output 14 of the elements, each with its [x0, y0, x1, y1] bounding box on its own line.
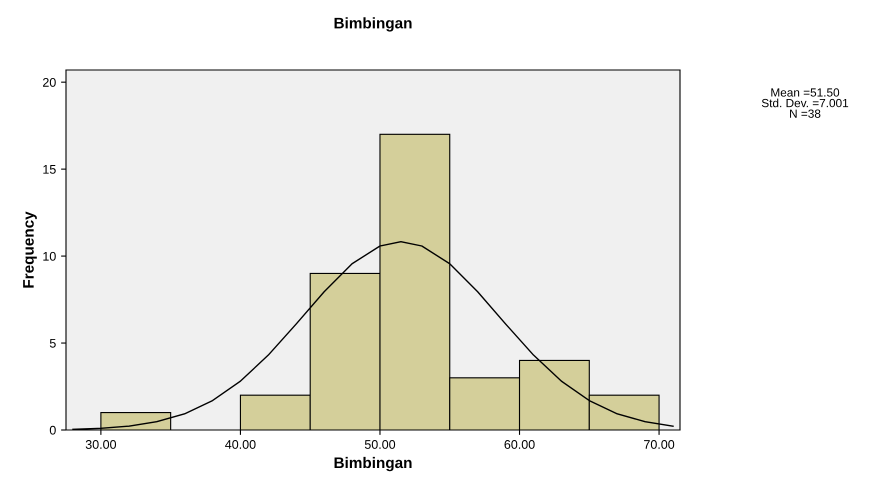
x-tick-label: 70.00 — [644, 440, 674, 449]
y-tick-label: 10 — [43, 252, 56, 261]
x-tick-label: 40.00 — [225, 440, 256, 449]
y-tick-label: 20 — [43, 78, 56, 87]
y-axis-title: Frequency — [23, 211, 37, 288]
x-tick-label: 30.00 — [86, 440, 116, 449]
text: Mean =51.50 Std. Dev. =7.001 N =38 — [762, 88, 848, 118]
y-tick-label: 0 — [50, 426, 56, 435]
y-tick-label: 15 — [43, 165, 56, 174]
x-tick-label: 50.00 — [364, 440, 396, 449]
x-tick-label: 60.00 — [504, 440, 535, 449]
x-axis-title: Bimbingan — [334, 456, 412, 472]
chart-title: Bimbingan — [334, 17, 412, 32]
y-tick-label: 5 — [50, 338, 56, 348]
